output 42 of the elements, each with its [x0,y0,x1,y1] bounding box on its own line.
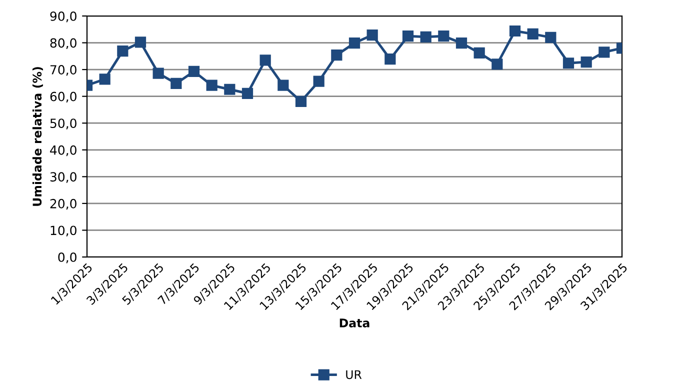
point [99,74,110,85]
point [527,28,538,40]
point [242,88,254,99]
legend-label: UR [346,370,362,380]
point [260,54,271,66]
point [188,66,200,77]
y-tick-label: 90,0 [50,11,76,22]
point [206,80,218,91]
point [384,54,396,65]
point [402,30,414,42]
point [438,30,450,42]
y-tick-label: 70,0 [50,65,76,76]
y-axis-title: Umidade relativa (%) [32,67,43,206]
point [295,96,307,107]
point [348,37,360,49]
point [420,31,432,42]
point [117,46,128,57]
point [134,36,146,48]
point [278,80,289,91]
point [545,32,556,43]
y-tick-label: 20,0 [50,198,76,210]
point [474,47,485,59]
y-tick-label: 80,0 [50,38,76,49]
point [456,37,468,49]
point [152,68,164,79]
y-tick-label: 40,0 [50,145,76,156]
y-tick-label: 0,0 [58,252,76,264]
y-tick-label: 50,0 [50,118,76,130]
point [562,58,574,69]
point [598,46,610,58]
point [331,50,342,61]
point [224,84,236,95]
point [492,58,503,70]
x-axis-title: Data [340,318,370,328]
y-tick-label: 30,0 [50,172,76,183]
y-tick-label: 10,0 [50,226,76,236]
point [509,25,521,37]
point [170,78,182,90]
y-tick-label: 60,0 [50,92,76,103]
point [580,56,592,68]
point [313,76,324,87]
point [366,29,378,41]
